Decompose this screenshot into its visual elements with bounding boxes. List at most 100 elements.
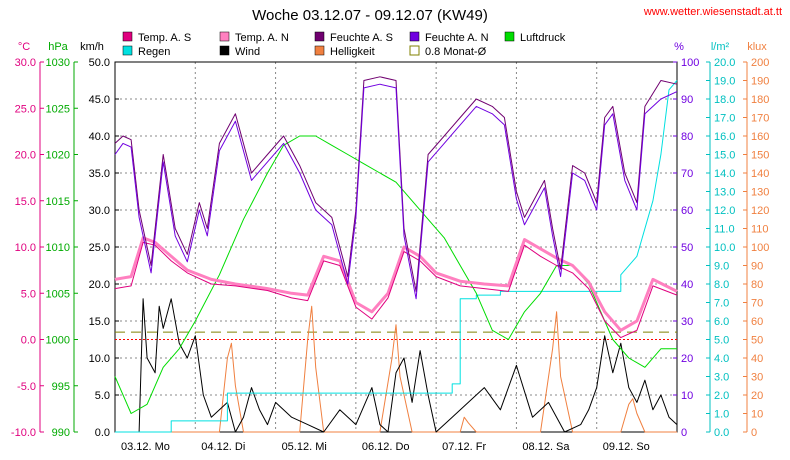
legend-swatch bbox=[314, 31, 325, 42]
axis-percent-tick-label: 10 bbox=[681, 390, 693, 402]
x-tick-label: 06.12. Do bbox=[362, 441, 410, 453]
axis-lm2-tick-label: 5.0 bbox=[714, 335, 729, 347]
series-temp-a-n bbox=[114, 236, 678, 332]
axis-klux-tick-label: 170 bbox=[751, 113, 769, 125]
axis-celsius-tick-label: -10.0 bbox=[11, 427, 36, 439]
legend-label: Feuchte A. N bbox=[425, 32, 489, 44]
series-regen bbox=[115, 80, 678, 433]
axis-unit-label: hPa bbox=[48, 41, 68, 53]
axis-lm2-tick-label: 2.0 bbox=[714, 390, 729, 402]
legend-swatch bbox=[314, 45, 325, 56]
axis-celsius-tick-label: 30.0 bbox=[15, 57, 36, 69]
axis-lm2-tick-label: 6.0 bbox=[714, 316, 729, 328]
axis-percent-tick-label: 40 bbox=[681, 279, 693, 291]
axis-kmh-tick-label: 40.0 bbox=[89, 131, 110, 143]
axis-lm2-tick-label: 0.0 bbox=[714, 427, 729, 439]
axis-klux-tick-label: 70 bbox=[751, 298, 763, 310]
axis-kmh-tick-label: 50.0 bbox=[89, 57, 110, 69]
axis-percent-tick-label: 50 bbox=[681, 242, 693, 254]
axis-klux-tick-label: 60 bbox=[751, 316, 763, 328]
legend-label: Feuchte A. S bbox=[330, 32, 393, 44]
axis-percent-tick-label: 80 bbox=[681, 131, 693, 143]
axis-kmh-tick-label: 20.0 bbox=[89, 279, 110, 291]
axis-lm2-tick-label: 7.0 bbox=[714, 298, 729, 310]
series-feuchte-a-s bbox=[114, 76, 678, 292]
legend-swatch bbox=[504, 31, 515, 42]
axis-kmh-tick-label: 10.0 bbox=[89, 353, 110, 365]
series-layer bbox=[114, 76, 678, 433]
axis-celsius-tick-label: 10.0 bbox=[15, 242, 36, 254]
axis-celsius-tick-label: 20.0 bbox=[15, 150, 36, 162]
axis-hpa-tick-label: 1005 bbox=[46, 288, 70, 300]
axis-percent-tick-label: 100 bbox=[681, 57, 699, 69]
x-tick-label: 05.12. Mi bbox=[282, 441, 327, 453]
legend-swatch bbox=[219, 45, 230, 56]
axis-unit-label: % bbox=[674, 41, 684, 53]
axis-klux-tick-label: 30 bbox=[751, 372, 763, 384]
axis-celsius-tick-label: 25.0 bbox=[15, 103, 36, 115]
axis-klux-tick-label: 120 bbox=[751, 205, 769, 217]
axis-percent-tick-label: 20 bbox=[681, 353, 693, 365]
legend-label: 0.8 Monat-Ø bbox=[425, 46, 487, 58]
axis-units: °C hPa km/h% l/m² klux bbox=[18, 41, 767, 53]
axis-unit-label: l/m² bbox=[711, 41, 730, 53]
axis-hpa-tick-label: 1030 bbox=[46, 57, 70, 69]
axis-lm2-tick-label: 3.0 bbox=[714, 372, 729, 384]
axis-lm2-tick-label: 11.0 bbox=[714, 224, 735, 236]
title-layer: Woche 03.12.07 - 09.12.07 (KW49) www.wet… bbox=[252, 6, 782, 24]
axis-lm2-tick-label: 4.0 bbox=[714, 353, 729, 365]
axis-klux-tick-label: 140 bbox=[751, 168, 769, 180]
axis-lm2-tick-label: 12.0 bbox=[714, 205, 735, 217]
legend-label: Luftdruck bbox=[520, 32, 566, 44]
series-wind bbox=[115, 298, 678, 433]
series-feuchte-a-n bbox=[114, 83, 678, 300]
axis-klux-tick-label: 110 bbox=[751, 224, 769, 236]
series-luftdruck bbox=[114, 135, 677, 414]
axis-percent-tick-label: 70 bbox=[681, 168, 693, 180]
axis-kmh-tick-label: 35.0 bbox=[89, 168, 110, 180]
series-temp-a-s bbox=[114, 241, 678, 339]
axis-klux-tick-label: 150 bbox=[751, 150, 769, 162]
axis-kmh-tick-label: 5.0 bbox=[95, 390, 110, 402]
source-url: www.wetter.wiesenstadt.at.tt bbox=[643, 6, 782, 18]
axis-klux-tick-label: 100 bbox=[751, 242, 769, 254]
axis-percent-tick-label: 90 bbox=[681, 94, 693, 106]
axis-lm2-tick-label: 20.0 bbox=[714, 57, 735, 69]
axis-lm2-tick-label: 10.0 bbox=[714, 242, 735, 254]
axis-percent-tick-label: 0 bbox=[681, 427, 687, 439]
axis-klux-tick-label: 40 bbox=[751, 353, 763, 365]
axis-kmh-tick-label: 15.0 bbox=[89, 316, 110, 328]
legend-swatch bbox=[409, 45, 420, 56]
axis-celsius-tick-label: 0.0 bbox=[21, 335, 36, 347]
axis-klux-tick-label: 200 bbox=[751, 57, 769, 69]
x-tick-label: 03.12. Mo bbox=[121, 441, 170, 453]
axis-lm2-tick-label: 17.0 bbox=[714, 113, 735, 125]
axis-lm2-tick-label: 19.0 bbox=[714, 76, 735, 88]
axis-celsius-tick-label: 5.0 bbox=[21, 288, 36, 300]
axis-klux-tick-label: 130 bbox=[751, 187, 769, 199]
axis-unit-label: klux bbox=[747, 41, 767, 53]
axis-lm2-tick-label: 14.0 bbox=[714, 168, 735, 180]
legend-label: Wind bbox=[235, 46, 260, 58]
axis-klux-tick-label: 20 bbox=[751, 390, 763, 402]
legend-label: Temp. A. S bbox=[138, 32, 191, 44]
axis-kmh-tick-label: 0.0 bbox=[95, 427, 110, 439]
axis-hpa-tick-label: 1015 bbox=[46, 196, 70, 208]
axis-percent-tick-label: 30 bbox=[681, 316, 693, 328]
axis-klux-tick-label: 90 bbox=[751, 261, 763, 273]
axis-unit-label: °C bbox=[18, 41, 30, 53]
x-tick-label: 08.12. Sa bbox=[522, 441, 570, 453]
axis-klux-tick-label: 80 bbox=[751, 279, 763, 291]
axis-lm2-tick-label: 15.0 bbox=[714, 150, 735, 162]
axis-klux-tick-label: 10 bbox=[751, 409, 763, 421]
axis-unit-label: km/h bbox=[80, 41, 104, 53]
legend-swatch bbox=[219, 31, 230, 42]
axis-hpa-tick-label: 990 bbox=[52, 427, 70, 439]
axis-celsius-tick-label: -5.0 bbox=[17, 381, 36, 393]
axis-klux-tick-label: 50 bbox=[751, 335, 763, 347]
axis-hpa-tick-label: 1000 bbox=[46, 335, 70, 347]
axis-lm2-tick-label: 8.0 bbox=[714, 279, 729, 291]
axis-hpa-tick-label: 1025 bbox=[46, 103, 70, 115]
chart-title: Woche 03.12.07 - 09.12.07 (KW49) bbox=[252, 7, 488, 24]
